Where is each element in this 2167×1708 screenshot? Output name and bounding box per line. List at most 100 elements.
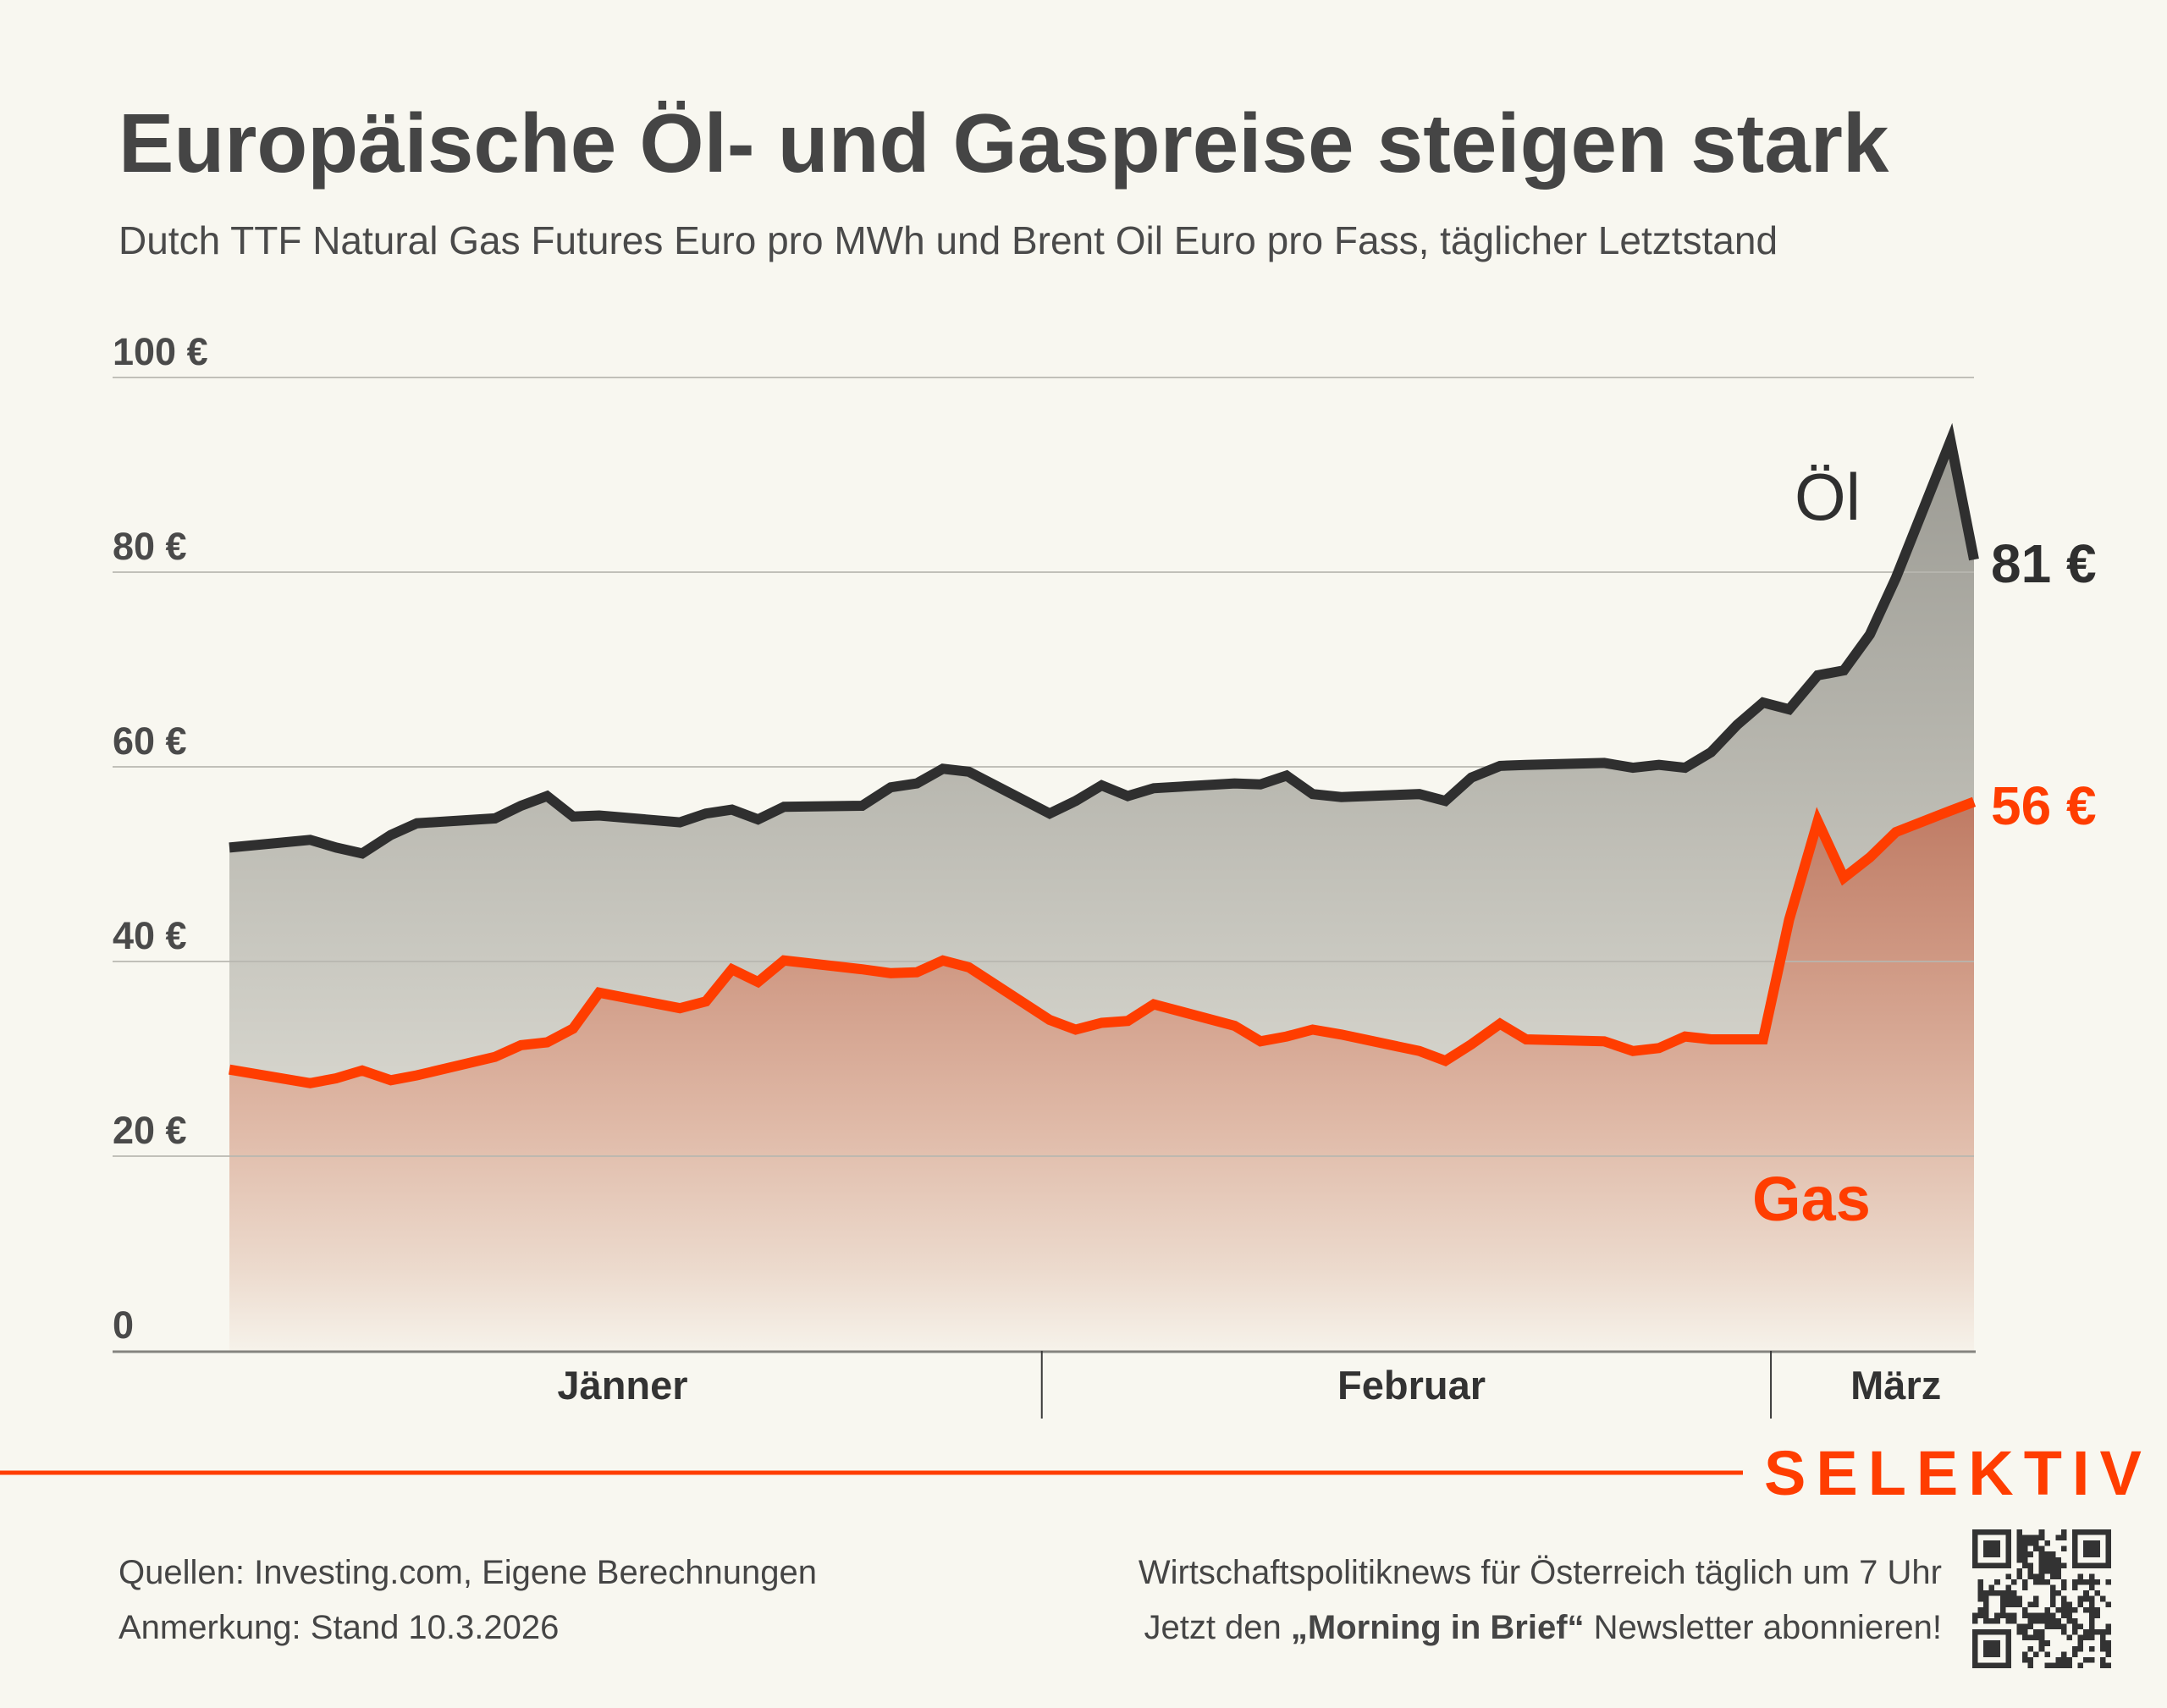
qr-module [2083, 1590, 2089, 1596]
qr-module [2060, 1529, 2067, 1535]
qr-module [2060, 1612, 2067, 1618]
qr-module [2027, 1573, 2034, 1580]
qr-module [2022, 1651, 2028, 1657]
qr-module [2038, 1617, 2045, 1624]
qr-module [2022, 1629, 2028, 1635]
qr-module [2099, 1662, 2106, 1668]
qr-module [2022, 1534, 2028, 1541]
qr-module [1983, 1562, 1989, 1568]
qr-module [2072, 1645, 2078, 1652]
qr-module [2049, 1590, 2056, 1596]
qr-module [2055, 1656, 2061, 1663]
y-tick-label-60: 60 € [113, 719, 187, 763]
newsletter-call-to-action[interactable]: Jetzt den „Morning in Brief“ Newsletter … [1144, 1611, 1942, 1645]
qr-module [2016, 1551, 2023, 1557]
qr-module [2072, 1540, 2078, 1546]
qr-module [1988, 1551, 1995, 1557]
qr-module [2083, 1545, 2089, 1552]
qr-module [2033, 1579, 2039, 1585]
qr-module [2038, 1562, 2045, 1568]
qr-module [1988, 1562, 1995, 1568]
qr-module [2066, 1634, 2073, 1641]
line-gas [229, 796, 1977, 1088]
qr-module [1983, 1601, 1989, 1607]
qr-module [2105, 1529, 2111, 1535]
qr-module [1983, 1629, 1989, 1635]
qr-module [2016, 1545, 2023, 1552]
qr-module [2049, 1562, 2056, 1568]
qr-module [1977, 1662, 1984, 1668]
qr-module [2027, 1562, 2034, 1568]
qr-module [2055, 1556, 2061, 1563]
series-label-oil: Öl [1795, 460, 1861, 534]
qr-module [2083, 1595, 2089, 1602]
qr-module [1988, 1545, 1995, 1552]
qr-module [2044, 1551, 2050, 1557]
qr-module [1983, 1606, 1989, 1613]
price-chart [0, 377, 1979, 1475]
qr-code-icon[interactable] [1972, 1529, 2111, 1668]
qr-module [2083, 1634, 2089, 1641]
qr-module [2044, 1623, 2050, 1630]
qr-module [2099, 1529, 2106, 1535]
qr-module [2033, 1629, 2039, 1635]
newsletter-tagline: Wirtschaftspolitiknews für Österreich tä… [1138, 1554, 1942, 1591]
qr-module [2105, 1662, 2111, 1668]
qr-module [2010, 1617, 2017, 1624]
qr-module [2038, 1640, 2045, 1646]
qr-module [2005, 1629, 2011, 1635]
qr-module [2105, 1545, 2111, 1552]
qr-module [2083, 1629, 2089, 1635]
qr-module [1983, 1617, 1989, 1624]
qr-module [2077, 1623, 2084, 1630]
qr-module [2033, 1634, 2039, 1641]
qr-module [2105, 1601, 2111, 1607]
qr-module [2105, 1579, 2111, 1585]
qr-module [2038, 1545, 2045, 1552]
qr-module [2022, 1634, 2028, 1641]
qr-module [1972, 1562, 1978, 1568]
qr-module [2005, 1656, 2011, 1663]
qr-module [2049, 1556, 2056, 1563]
qr-module [1999, 1562, 2006, 1568]
qr-module [1994, 1612, 2000, 1618]
qr-module [2088, 1629, 2095, 1635]
qr-module [1988, 1629, 1995, 1635]
qr-module [2033, 1601, 2039, 1607]
qr-module [2049, 1623, 2056, 1630]
qr-module [1972, 1534, 1978, 1541]
qr-module [2022, 1545, 2028, 1552]
qr-module [2016, 1595, 2023, 1602]
qr-module [2094, 1579, 2100, 1585]
qr-module [1972, 1640, 1978, 1646]
qr-module [2038, 1573, 2045, 1580]
qr-module [1988, 1540, 1995, 1546]
qr-module [2060, 1584, 2067, 1591]
qr-module [2027, 1568, 2034, 1574]
qr-module [1977, 1590, 1984, 1596]
qr-module [2094, 1551, 2100, 1557]
qr-module [2083, 1656, 2089, 1663]
chart-subtitle: Dutch TTF Natural Gas Futures Euro pro M… [119, 218, 1778, 262]
qr-module [2055, 1662, 2061, 1668]
qr-module [2077, 1640, 2084, 1646]
qr-module [2022, 1540, 2028, 1546]
qr-module [2083, 1606, 2089, 1613]
qr-module [2049, 1601, 2056, 1607]
qr-module [2072, 1623, 2078, 1630]
qr-module [2055, 1623, 2061, 1630]
qr-module [2094, 1606, 2100, 1613]
qr-module [2038, 1612, 2045, 1618]
qr-module [2105, 1562, 2111, 1568]
qr-module [2088, 1573, 2095, 1580]
qr-module [1972, 1529, 1978, 1535]
x-tick-label-maerz: März [1850, 1363, 1942, 1408]
qr-module [2088, 1634, 2095, 1641]
qr-module [1972, 1645, 1978, 1652]
qr-module [2105, 1623, 2111, 1630]
x-axis [113, 1350, 1976, 1419]
qr-module [1988, 1584, 1995, 1591]
qr-module [2072, 1606, 2078, 1613]
sources-note: Quellen: Investing.com, Eigene Berechnun… [119, 1554, 817, 1591]
qr-module [2060, 1662, 2067, 1668]
